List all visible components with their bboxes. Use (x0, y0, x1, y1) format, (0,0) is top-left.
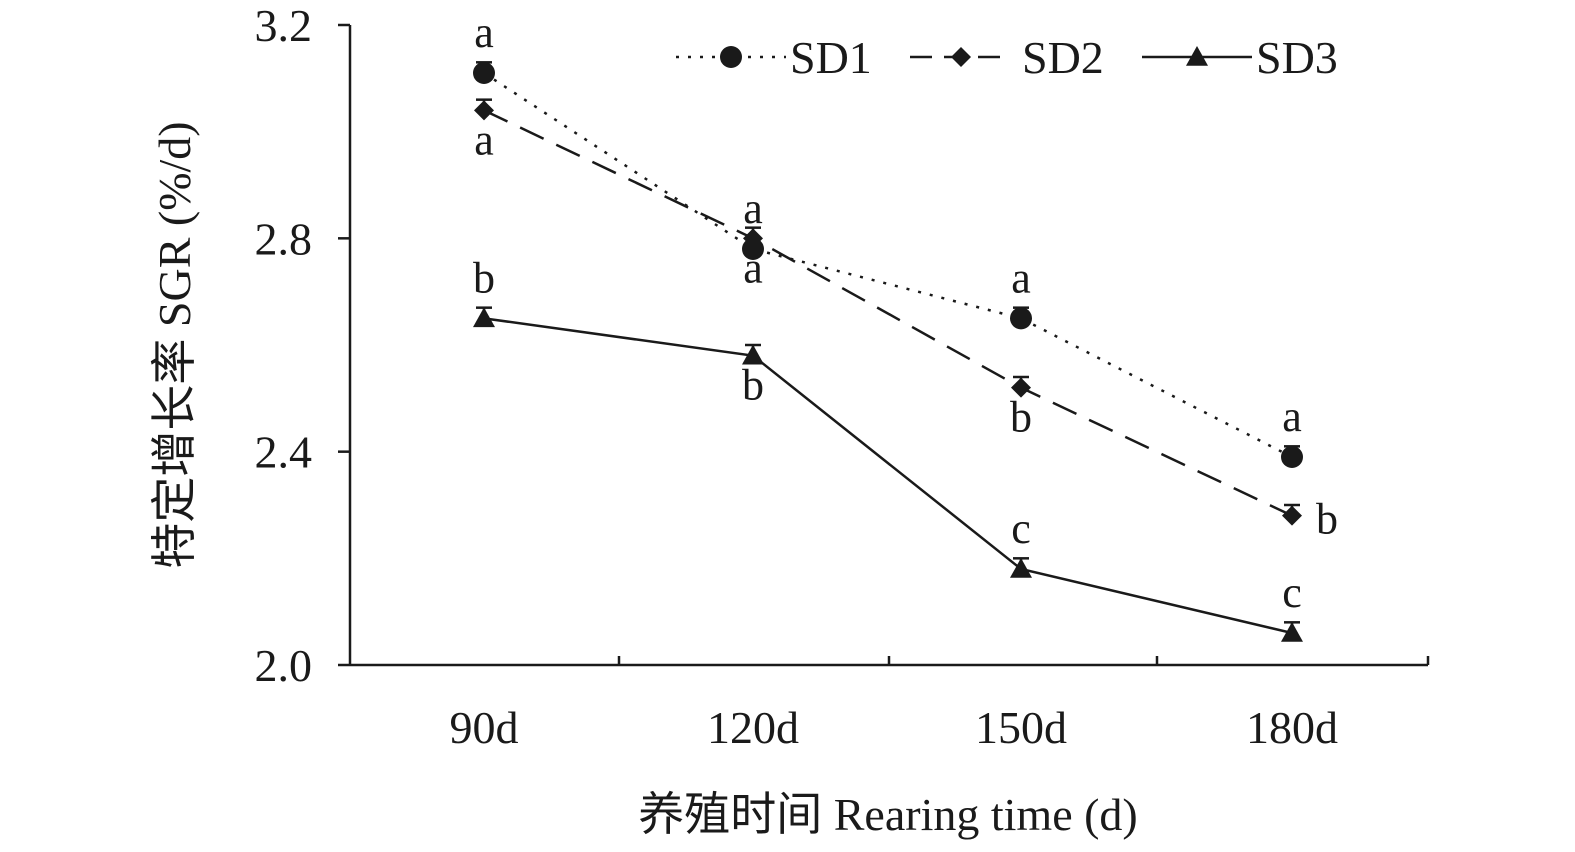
legend: SD1 SD2 SD3 (676, 32, 1338, 83)
y-tick-label: 2.8 (255, 213, 313, 264)
significance-letter: a (1011, 253, 1031, 302)
series-line (483, 71, 1293, 459)
x-tick-label: 150d (975, 702, 1067, 753)
x-axis-title: 养殖时间 Rearing time (d) (638, 789, 1138, 840)
significance-letter: b (473, 253, 495, 302)
significance-letter: b (1316, 495, 1338, 544)
legend-item-sd3: SD3 (1142, 32, 1338, 83)
legend-label: SD1 (790, 32, 872, 83)
y-tick-label: 2.4 (255, 427, 313, 478)
series-sd1 (473, 61, 1303, 468)
series-line (483, 109, 1293, 517)
legend-label: SD3 (1256, 32, 1338, 83)
significance-letter: b (742, 361, 764, 410)
legend-marker (720, 46, 742, 68)
y-tick-label: 2.0 (255, 640, 313, 691)
significance-letter: c (1282, 568, 1302, 617)
series-sd3 (473, 306, 1303, 642)
data-point-marker (473, 307, 495, 328)
legend-label: SD2 (1022, 32, 1104, 83)
data-point-marker (473, 62, 495, 84)
data-point-marker (1281, 446, 1303, 468)
y-axis-title: 特定增长率 SGR (%/d) (149, 121, 200, 568)
y-tick-label: 3.2 (255, 0, 313, 51)
data-point-marker (1282, 505, 1302, 526)
series (473, 61, 1303, 642)
significance-letter: a (474, 8, 494, 57)
legend-marker (951, 47, 971, 67)
data-point-marker (1010, 558, 1032, 578)
data-point-marker (743, 228, 763, 249)
legend-item-sd2: SD2 (910, 32, 1104, 83)
series-line (483, 317, 1293, 635)
legend-item-sd1: SD1 (676, 32, 872, 83)
x-tick-label: 120d (707, 702, 799, 753)
data-point-marker (742, 344, 764, 365)
significance-letter: a (1282, 392, 1302, 441)
series-sd2 (474, 98, 1302, 526)
significance-letter: a (743, 184, 763, 233)
significance-letter: a (474, 115, 494, 164)
significance-letter: c (1011, 504, 1031, 553)
x-ticks: 90d 120d 150d 180d (450, 656, 1430, 753)
data-point-marker (1010, 307, 1032, 330)
significance-letter: b (1010, 393, 1032, 442)
data-point-marker (474, 100, 494, 121)
legend-marker (1186, 46, 1208, 66)
axes (348, 25, 1428, 667)
significance-letter: a (743, 243, 763, 292)
data-point-marker (742, 238, 764, 260)
data-point-marker (1011, 377, 1031, 398)
x-tick-label: 90d (450, 702, 519, 753)
y-ticks: 2.0 2.4 2.8 3.2 (255, 0, 350, 691)
x-tick-label: 180d (1246, 702, 1338, 753)
data-point-marker (1281, 622, 1303, 642)
